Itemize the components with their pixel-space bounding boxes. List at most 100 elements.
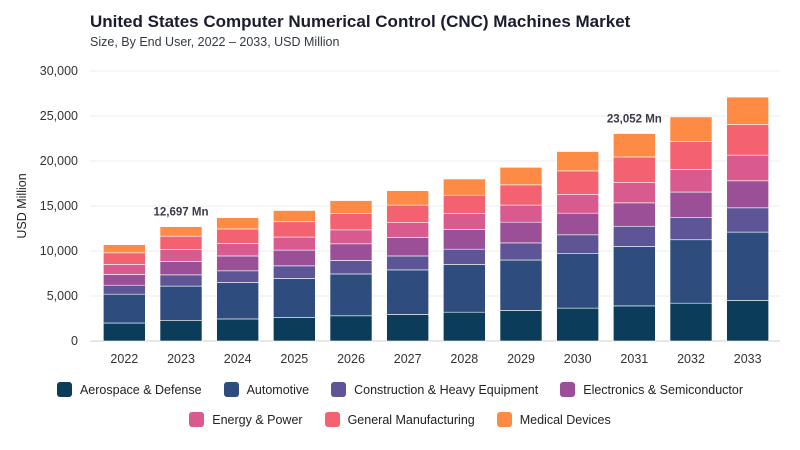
legend-label: Aerospace & Defense — [79, 382, 202, 397]
x-axis-ticks: 2022 2023 2024 2025 2026 2027 2028 2029 2030 2031… — [110, 352, 761, 366]
x-tick-label: 2027 — [394, 352, 422, 366]
bar-annotation: 23,052 Mn — [607, 114, 662, 126]
bar-segment — [273, 317, 316, 342]
bar-segment — [613, 133, 656, 158]
bar-segment — [499, 204, 543, 223]
bar-segment — [159, 319, 203, 342]
bar-segment — [556, 170, 599, 195]
bar-segment — [613, 182, 656, 204]
y-tick-label: 20,000 — [40, 154, 78, 168]
bar-segment — [216, 217, 259, 230]
bar-segment — [556, 212, 599, 236]
legend-label: Electronics & Semiconductor — [583, 382, 744, 397]
bar-segment — [386, 237, 429, 257]
y-tick-label: 15,000 — [40, 199, 78, 213]
chart-subtitle: Size, By End User, 2022 – 2033, USD Mill… — [90, 35, 340, 49]
x-tick-label: 2024 — [224, 352, 252, 366]
bar-segment — [386, 269, 429, 315]
bar-segment — [103, 284, 146, 295]
bar-annotation: 12,697 Mn — [154, 207, 209, 219]
legend-item: Automotive — [223, 382, 310, 397]
legend-label: Construction & Heavy Equipment — [354, 382, 539, 397]
bar-segment — [216, 282, 259, 320]
legend-label: Energy & Power — [212, 412, 303, 427]
bar-segment — [329, 260, 373, 275]
bar-segment — [669, 239, 713, 304]
bar-segment — [443, 311, 486, 342]
bar-segment — [386, 204, 429, 223]
bar-segment — [386, 190, 429, 206]
legend-swatch — [496, 412, 512, 427]
bar-segment — [386, 314, 429, 342]
bar-segment — [216, 270, 259, 283]
legend-item: Electronics & Semiconductor — [560, 382, 743, 397]
bar-segment — [613, 305, 656, 342]
bar-segment — [103, 264, 146, 275]
bar-segment — [613, 202, 656, 227]
legend-row-2: Energy & Power General Manufacturing Medic… — [0, 412, 800, 427]
legend-item: Aerospace & Defense — [56, 382, 202, 397]
bar-segment — [499, 221, 543, 244]
annotations: 12,697 Mn 23,052 Mn — [154, 114, 662, 219]
bar-stack-2030 — [556, 151, 599, 342]
stacked-bar-chart: 0 5,000 10,000 15,000 20,000 25,000 30,000 202… — [15, 64, 780, 366]
bar-segment — [499, 184, 543, 206]
bar-segment — [499, 242, 543, 261]
bar-segment — [216, 318, 259, 342]
bar-segment — [329, 200, 373, 214]
legend-swatch — [560, 382, 576, 397]
bar-segment — [103, 244, 146, 254]
x-tick-label: 2026 — [337, 352, 365, 366]
bar-segment — [216, 255, 259, 272]
y-axis-ticks: 0 5,000 10,000 15,000 20,000 25,000 30,000 — [40, 64, 78, 348]
bar-segment — [499, 259, 543, 311]
bar-segment — [726, 96, 769, 125]
bar-segment — [443, 264, 486, 313]
bar-segment — [273, 236, 316, 251]
bar-segment — [613, 156, 656, 183]
bar-segment — [103, 252, 146, 265]
x-tick-label: 2028 — [450, 352, 478, 366]
bar-segment — [216, 243, 259, 257]
y-tick-label: 25,000 — [40, 109, 78, 123]
bar-segment — [669, 116, 713, 142]
bar-segment — [726, 180, 769, 209]
bar-segment — [103, 322, 146, 342]
bar-segment — [159, 274, 203, 287]
bar-segment — [669, 217, 713, 241]
bar-segment — [443, 229, 486, 250]
bar-segment — [329, 213, 373, 231]
x-tick-label: 2033 — [734, 352, 762, 366]
legend-swatch — [223, 382, 239, 397]
y-tick-label: 0 — [71, 334, 78, 348]
legend-swatch — [56, 382, 72, 397]
bar-segment — [443, 248, 486, 265]
bar-segment — [103, 274, 146, 286]
bar-segment — [329, 229, 373, 245]
bar-segment — [726, 300, 769, 342]
bar-segment — [556, 234, 599, 255]
legend-item: General Manufacturing — [324, 412, 475, 427]
bar-segment — [443, 213, 486, 230]
bar-segment — [556, 253, 599, 309]
legend-item: Energy & Power — [189, 412, 303, 427]
bar-stack-2027 — [386, 190, 429, 342]
legend-label: Automotive — [246, 382, 310, 397]
bar-segment — [273, 249, 316, 267]
legend-swatch — [189, 412, 205, 427]
bar-segment — [386, 222, 429, 238]
y-axis-label: USD Million — [15, 173, 29, 238]
bar-stack-2031 — [613, 133, 656, 342]
y-tick-label: 10,000 — [40, 244, 78, 258]
bar-segment — [329, 243, 373, 261]
x-tick-label: 2022 — [110, 352, 138, 366]
x-tick-label: 2031 — [620, 352, 648, 366]
y-tick-label: 5,000 — [47, 289, 78, 303]
grid-lines — [90, 70, 780, 342]
x-tick-label: 2025 — [280, 352, 308, 366]
bar-segment — [443, 194, 486, 214]
bar-segment — [159, 249, 203, 262]
legend-swatch — [331, 382, 347, 397]
bar-segment — [613, 246, 656, 307]
bar-stack-2029 — [499, 167, 543, 342]
